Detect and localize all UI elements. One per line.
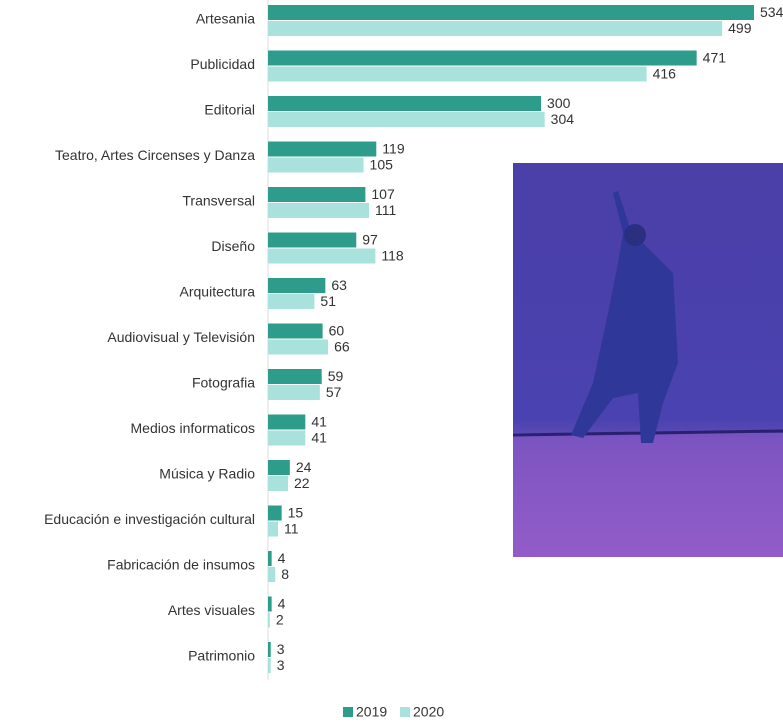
bar	[268, 21, 722, 36]
category-label: Educación e investigación cultural	[44, 511, 255, 527]
bar	[268, 233, 356, 248]
category-label: Teatro, Artes Circenses y Danza	[55, 147, 255, 163]
category-label: Editorial	[204, 102, 255, 118]
value-label: 304	[551, 111, 575, 127]
photo-art	[513, 163, 783, 557]
bar	[268, 369, 322, 384]
bar	[268, 340, 328, 355]
legend-label: 2020	[413, 704, 444, 720]
value-label: 3	[277, 657, 285, 673]
bar	[268, 642, 271, 657]
bar	[268, 506, 282, 521]
dancer-head	[624, 224, 646, 246]
bar	[268, 187, 365, 202]
bar	[268, 51, 697, 66]
bar	[268, 67, 647, 82]
value-label: 8	[281, 566, 289, 582]
value-label: 4	[278, 596, 286, 612]
page: Artesania 534 499 Publicidad 471 416 Editorial…	[0, 0, 783, 723]
value-label: 118	[381, 248, 404, 264]
category-label: Publicidad	[190, 56, 255, 72]
value-label: 15	[288, 505, 304, 521]
bar	[268, 658, 271, 673]
value-label: 4	[278, 550, 286, 566]
category-label: Medios informaticos	[131, 420, 256, 436]
floor	[513, 433, 783, 557]
value-label: 119	[382, 141, 405, 157]
legend-swatch	[343, 707, 353, 717]
category-label: Arquitectura	[180, 284, 256, 300]
bar	[268, 613, 270, 628]
value-label: 41	[311, 430, 327, 446]
bar	[268, 415, 305, 430]
value-label: 499	[728, 20, 752, 36]
category-label: Artes visuales	[168, 602, 255, 618]
bar	[268, 460, 290, 475]
bar	[268, 294, 314, 309]
value-label: 57	[326, 384, 342, 400]
value-label: 105	[370, 157, 394, 173]
value-label: 22	[294, 475, 310, 491]
value-label: 41	[311, 414, 327, 430]
category-label: Transversal	[182, 193, 255, 209]
bar	[268, 597, 272, 612]
bar	[268, 431, 305, 446]
value-label: 300	[547, 95, 571, 111]
value-label: 471	[703, 50, 727, 66]
value-label: 51	[320, 293, 336, 309]
value-label: 24	[296, 459, 312, 475]
category-label: Fabricación de insumos	[107, 557, 255, 573]
value-label: 111	[375, 202, 396, 218]
value-label: 107	[371, 186, 395, 202]
dancer	[571, 191, 678, 443]
category-label: Fotografia	[192, 375, 255, 391]
bar	[268, 476, 288, 491]
value-label: 534	[760, 4, 783, 20]
bar	[268, 385, 320, 400]
legend-label: 2019	[356, 704, 387, 720]
value-label: 2	[276, 612, 284, 628]
bar	[268, 112, 545, 127]
bar	[268, 278, 325, 293]
bar	[268, 5, 754, 20]
bar	[268, 551, 272, 566]
value-label: 11	[284, 521, 299, 537]
category-label: Artesania	[196, 11, 255, 27]
photo	[513, 163, 783, 557]
category-label: Música y Radio	[159, 466, 255, 482]
category-label: Diseño	[211, 238, 255, 254]
value-label: 60	[329, 323, 345, 339]
bar	[268, 522, 278, 537]
value-label: 416	[653, 66, 677, 82]
bar	[268, 203, 369, 218]
bar	[268, 324, 323, 339]
bar	[268, 158, 364, 173]
bar	[268, 142, 376, 157]
category-label: Audiovisual y Televisión	[107, 329, 255, 345]
value-label: 97	[362, 232, 378, 248]
value-label: 63	[331, 277, 347, 293]
value-label: 66	[334, 339, 350, 355]
value-label: 59	[328, 368, 344, 384]
value-label: 3	[277, 641, 285, 657]
bar	[268, 96, 541, 111]
bar	[268, 249, 375, 264]
category-label: Patrimonio	[188, 648, 255, 664]
legend-swatch	[400, 707, 410, 717]
bar	[268, 567, 275, 582]
